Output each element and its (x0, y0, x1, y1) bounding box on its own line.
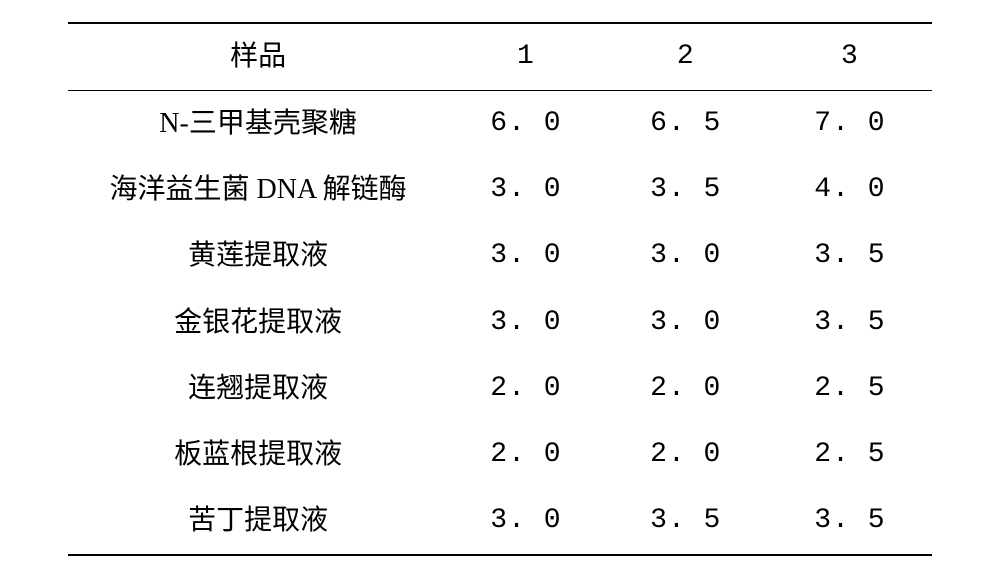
row-value: 3. 5 (768, 507, 932, 535)
row-label: 金银花提取液 (68, 309, 448, 337)
table-row: N-三甲基壳聚糖 6. 0 6. 5 7. 0 (68, 91, 932, 157)
row-value: 3. 5 (604, 176, 768, 204)
row-value: 3. 0 (448, 507, 604, 535)
row-value: 6. 5 (604, 110, 768, 138)
row-value: 3. 0 (604, 242, 768, 270)
row-label: N-三甲基壳聚糖 (68, 110, 448, 138)
row-value: 3. 0 (448, 176, 604, 204)
row-value: 2. 0 (604, 441, 768, 469)
row-label: 黄莲提取液 (68, 242, 448, 270)
table-row: 板蓝根提取液 2. 0 2. 0 2. 5 (68, 422, 932, 488)
table-row: 金银花提取液 3. 0 3. 0 3. 5 (68, 290, 932, 356)
table-header-row: 样品 1 2 3 (68, 22, 932, 91)
data-table: 样品 1 2 3 N-三甲基壳聚糖 6. 0 6. 5 7. 0 海洋益生菌 D… (0, 0, 1000, 586)
row-value: 2. 0 (604, 375, 768, 403)
row-value: 2. 5 (768, 441, 932, 469)
row-value: 3. 0 (604, 309, 768, 337)
row-value: 3. 0 (448, 242, 604, 270)
row-value: 2. 0 (448, 375, 604, 403)
row-value: 2. 0 (448, 441, 604, 469)
row-value: 6. 0 (448, 110, 604, 138)
row-label: 板蓝根提取液 (68, 441, 448, 469)
table-row: 连翘提取液 2. 0 2. 0 2. 5 (68, 356, 932, 422)
header-col-3: 3 (768, 43, 932, 71)
row-value: 4. 0 (768, 176, 932, 204)
row-value: 3. 5 (604, 507, 768, 535)
header-col-1: 1 (448, 43, 604, 71)
row-label: 苦丁提取液 (68, 507, 448, 535)
row-value: 3. 5 (768, 309, 932, 337)
row-label: 海洋益生菌 DNA 解链酶 (68, 176, 448, 204)
row-value: 3. 0 (448, 309, 604, 337)
row-value: 3. 5 (768, 242, 932, 270)
table-row: 海洋益生菌 DNA 解链酶 3. 0 3. 5 4. 0 (68, 157, 932, 223)
table-row: 黄莲提取液 3. 0 3. 0 3. 5 (68, 223, 932, 289)
row-value: 2. 5 (768, 375, 932, 403)
row-label: 连翘提取液 (68, 375, 448, 403)
header-col-2: 2 (604, 43, 768, 71)
row-value: 7. 0 (768, 110, 932, 138)
table-row: 苦丁提取液 3. 0 3. 5 3. 5 (68, 488, 932, 556)
header-label: 样品 (68, 43, 448, 71)
